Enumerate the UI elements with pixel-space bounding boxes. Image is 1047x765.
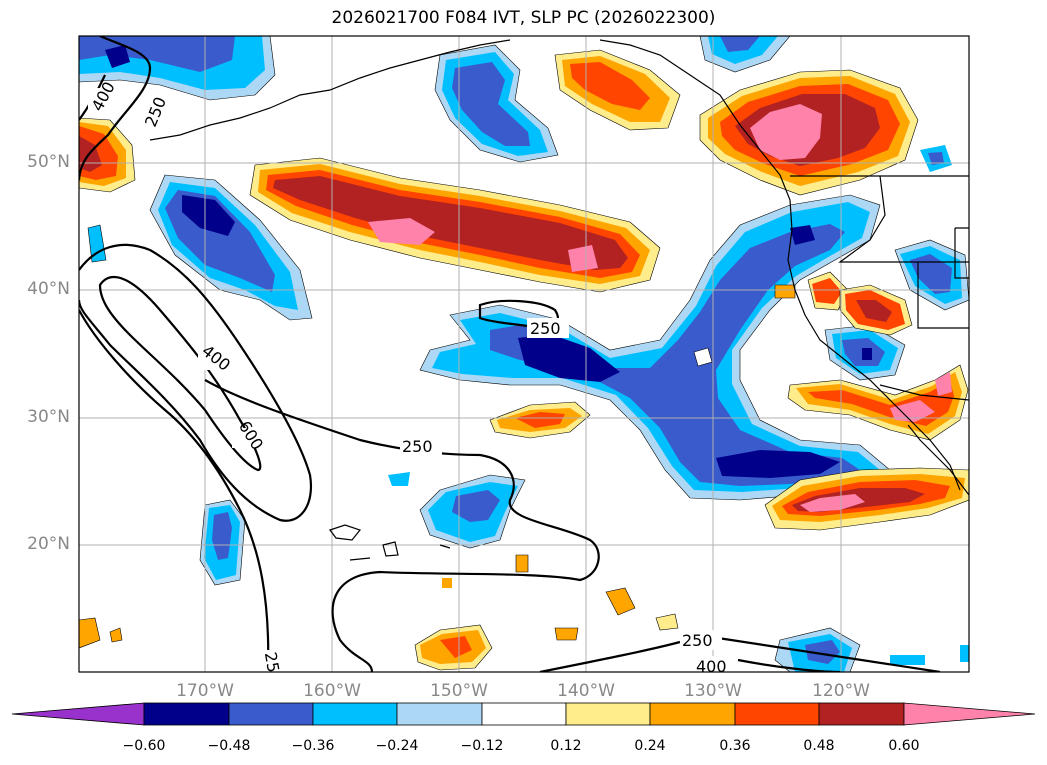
red-patch-northeast [699, 69, 919, 196]
blue-patch-east [824, 239, 969, 381]
colorbar-tick: 0.48 [803, 738, 835, 754]
map-title: 2026021700 F084 IVT, SLP PC (2026022300) [331, 8, 716, 28]
ivt-field: 400 250 250 400 600 250 250 400 25 [79, 36, 969, 676]
contour-label-6: 250 [402, 437, 433, 456]
contour-label-7: 250 [682, 631, 713, 650]
contour-label-9: 25 [261, 651, 283, 674]
colorbar-tick: −0.36 [291, 738, 335, 754]
colorbar-tick: 0.60 [888, 738, 920, 754]
colorbar-tick: −0.24 [375, 738, 419, 754]
contour-label-3: 250 [530, 319, 561, 338]
lon-label-130w: 130°W [684, 681, 742, 701]
lon-label-160w: 160°W [303, 681, 361, 701]
colorbar-tick: −0.60 [122, 738, 166, 754]
map-frame [78, 35, 970, 673]
lon-label-140w: 140°W [557, 681, 615, 701]
lat-label-50: 50°N [27, 152, 70, 172]
lat-label-20: 20°N [27, 534, 70, 554]
blue-patches-south [87, 224, 969, 672]
slp-contours [79, 36, 941, 672]
lon-label-120w: 120°W [812, 681, 870, 701]
lon-label-150w: 150°W [430, 681, 488, 701]
colorbar-tick: −0.12 [460, 738, 504, 754]
contour-label-8: 400 [696, 657, 727, 676]
colorbar-extend-high [903, 702, 1036, 726]
coastlines [149, 39, 969, 561]
colorbar-tick: 0.24 [634, 738, 666, 754]
blue-patch-north-central [434, 44, 559, 163]
lat-label-40: 40°N [27, 279, 70, 299]
orange-patches-south [79, 401, 679, 671]
colorbar-tick: 0.36 [719, 738, 751, 754]
lat-label-30: 30°N [27, 407, 70, 427]
colorbar [11, 702, 1036, 726]
colorbar-tick: 0.12 [550, 738, 582, 754]
lon-label-170w: 170°W [176, 681, 234, 701]
red-patch-southeast [764, 467, 969, 531]
colorbar-extend-low [11, 702, 145, 726]
blue-patch-north-east [699, 36, 952, 172]
blue-patch-west-central [149, 174, 313, 321]
blue-patch-nw [79, 36, 276, 101]
colorbar-tick: −0.48 [207, 738, 251, 754]
red-plume-central [249, 157, 661, 293]
